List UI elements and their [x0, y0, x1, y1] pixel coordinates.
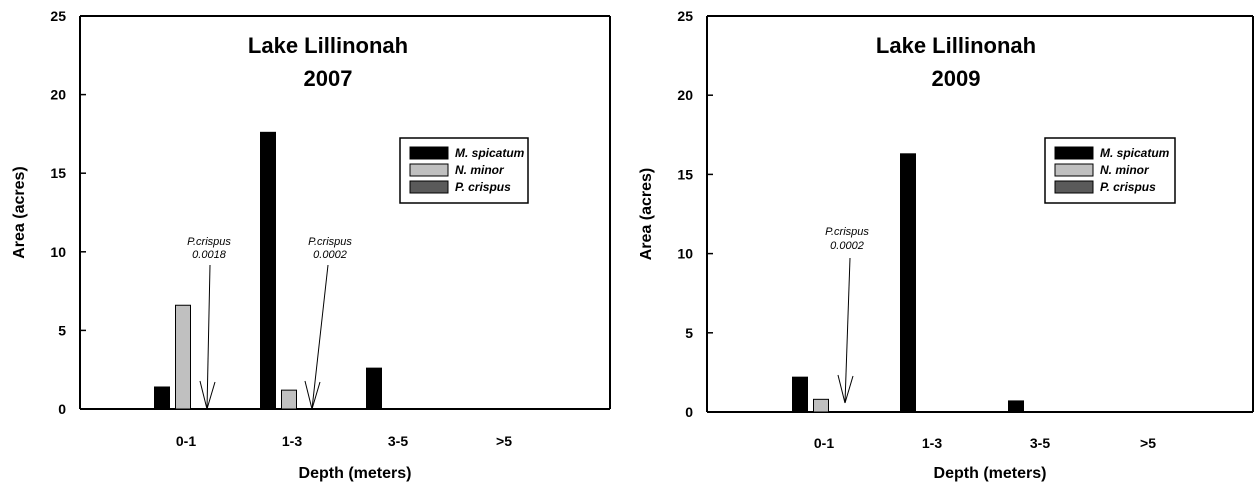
annotation-value: 0.0002: [830, 240, 864, 252]
annotation-label: P.crispus: [308, 236, 352, 248]
x-tick-label: 3-5: [388, 433, 408, 449]
y-tick-label: 20: [677, 87, 693, 103]
annotation-value: 0.0018: [192, 249, 227, 261]
arrowhead-left: [837, 374, 846, 404]
bar: [154, 386, 170, 410]
y-axis-title: Area (acres): [11, 166, 28, 259]
annotation-arrow: [844, 257, 851, 404]
arrowhead-right: [311, 381, 321, 410]
y-tick-label: 0: [685, 404, 693, 420]
x-axis-title: Depth (meters): [934, 465, 1047, 482]
legend-label: M. spicatum: [1100, 146, 1170, 160]
y-tick-label: 15: [677, 166, 693, 182]
y-tick-label: 25: [50, 8, 66, 24]
bar: [792, 376, 808, 413]
chart-title-line1: Lake Lillinonah: [876, 33, 1036, 58]
arrowhead-left: [304, 380, 313, 410]
chart-title-line2: 2007: [304, 66, 353, 91]
annotation-label: P.crispus: [825, 226, 869, 238]
y-axis-title: Area (acres): [638, 168, 655, 261]
y-tick-label: 10: [677, 246, 693, 262]
chart-2007: Lake Lillinonah 2007 0 5 10 15 20 25 Area (acres…: [11, 8, 611, 482]
x-tick-label: 1-3: [282, 433, 302, 449]
chart-2009: Lake Lillinonah 2009 0 5 10 15 20 25 Area (acres…: [638, 8, 1254, 482]
x-tick-label: 3-5: [1030, 435, 1050, 451]
arrowhead-left: [199, 380, 208, 410]
annotation-arrow: [311, 264, 329, 410]
annotation-value: 0.0002: [313, 249, 347, 261]
y-tick-label: 5: [58, 322, 66, 338]
annotation-label: P.crispus: [187, 236, 231, 248]
legend-swatch: [1054, 180, 1094, 194]
arrowhead-right: [206, 381, 216, 410]
bar: [175, 304, 191, 410]
legend-swatch: [409, 146, 449, 160]
legend-label: P. crispus: [455, 180, 511, 194]
y-tick-label: 25: [677, 8, 693, 24]
legend-swatch: [1054, 163, 1094, 177]
x-axis-title: Depth (meters): [299, 465, 412, 482]
chart-title-line2: 2009: [932, 66, 981, 91]
x-tick-label: 0-1: [814, 435, 834, 451]
legend-label: N. minor: [455, 163, 505, 177]
bar: [260, 131, 276, 410]
legend-label: M. spicatum: [455, 146, 525, 160]
y-tick-label: 0: [58, 401, 66, 417]
bar: [1008, 400, 1024, 413]
x-tick-label: 1-3: [922, 435, 942, 451]
x-tick-label: 0-1: [176, 433, 196, 449]
y-tick-label: 15: [50, 165, 66, 181]
y-tick-label: 5: [685, 325, 693, 341]
arrowhead-right: [844, 375, 854, 404]
bar: [813, 398, 829, 413]
legend-label: P. crispus: [1100, 180, 1156, 194]
y-tick-label: 10: [50, 244, 66, 260]
bar: [900, 153, 916, 413]
bar: [281, 389, 297, 410]
x-tick-label: >5: [496, 433, 512, 449]
legend-swatch: [409, 180, 449, 194]
y-tick-label: 20: [50, 87, 66, 103]
legend-swatch: [1054, 146, 1094, 160]
legend-swatch: [409, 163, 449, 177]
x-tick-label: >5: [1140, 435, 1156, 451]
legend-label: N. minor: [1100, 163, 1150, 177]
bar: [366, 367, 382, 410]
chart-title-line1: Lake Lillinonah: [248, 33, 408, 58]
annotation-arrow: [206, 264, 211, 410]
